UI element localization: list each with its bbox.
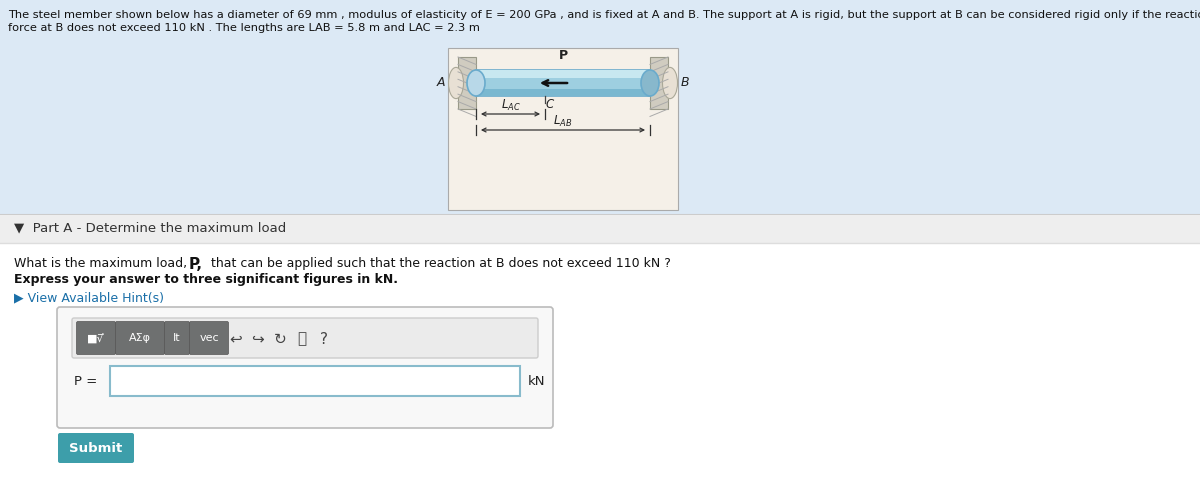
FancyBboxPatch shape	[115, 322, 164, 355]
Text: P: P	[559, 49, 568, 62]
Text: ⎗: ⎗	[298, 331, 306, 346]
Bar	[0, 215, 1200, 494]
FancyBboxPatch shape	[58, 307, 553, 428]
Text: C: C	[546, 98, 554, 111]
Bar	[448, 48, 678, 210]
Bar	[476, 70, 650, 96]
Text: $\mathit{L}_{AC}$: $\mathit{L}_{AC}$	[500, 98, 521, 113]
Text: A: A	[437, 77, 445, 89]
Text: P,: P,	[190, 257, 203, 272]
Bar	[0, 0, 1200, 215]
Text: kN: kN	[528, 374, 546, 387]
Bar	[0, 215, 1200, 243]
Text: ▼  Part A - Determine the maximum load: ▼ Part A - Determine the maximum load	[14, 221, 287, 234]
Text: Submit: Submit	[70, 442, 122, 454]
Text: ■√̅: ■√̅	[88, 333, 104, 343]
Text: ↻: ↻	[274, 331, 287, 346]
Text: Express your answer to three significant figures in kN.: Express your answer to three significant…	[14, 273, 398, 286]
Text: P =: P =	[74, 374, 97, 387]
FancyBboxPatch shape	[110, 366, 520, 396]
FancyBboxPatch shape	[77, 322, 115, 355]
FancyBboxPatch shape	[72, 318, 538, 358]
Bar	[476, 89, 650, 96]
Text: The steel member shown below has a diameter of 69 mm , modulus of elasticity of : The steel member shown below has a diame…	[8, 10, 1200, 20]
FancyBboxPatch shape	[58, 433, 134, 463]
Text: It: It	[173, 333, 181, 343]
Ellipse shape	[662, 67, 678, 99]
FancyBboxPatch shape	[190, 322, 228, 355]
Ellipse shape	[449, 67, 463, 99]
Bar	[458, 57, 476, 109]
Text: ?: ?	[320, 331, 328, 346]
Text: AΣφ: AΣφ	[130, 333, 151, 343]
Text: force at B does not exceed 110 kN . The lengths are LAB = 5.8 m and LAC = 2.3 m: force at B does not exceed 110 kN . The …	[8, 23, 480, 33]
Text: B: B	[682, 77, 690, 89]
Ellipse shape	[641, 70, 659, 96]
Text: What is the maximum load,: What is the maximum load,	[14, 257, 191, 270]
Bar	[650, 57, 668, 109]
Text: $\mathit{L}_{AB}$: $\mathit{L}_{AB}$	[553, 114, 572, 129]
Bar	[476, 70, 650, 78]
FancyBboxPatch shape	[164, 322, 190, 355]
Text: ↪: ↪	[252, 331, 264, 346]
Text: vec: vec	[199, 333, 218, 343]
Text: ↩: ↩	[229, 331, 242, 346]
Text: that can be applied such that the reaction at B does not exceed 110 kN ?: that can be applied such that the reacti…	[208, 257, 671, 270]
Ellipse shape	[467, 70, 485, 96]
Text: ▶ View Available Hint(s): ▶ View Available Hint(s)	[14, 291, 164, 304]
